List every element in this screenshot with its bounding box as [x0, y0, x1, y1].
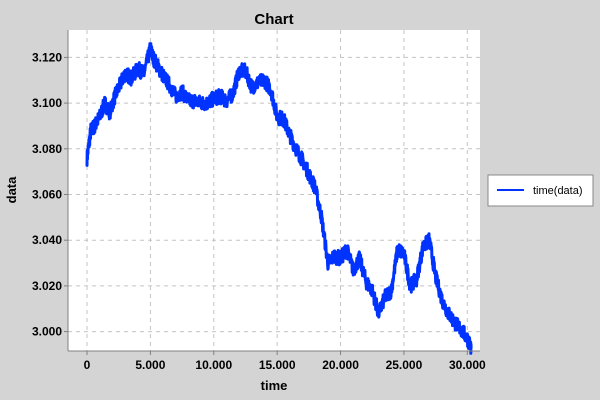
x-axis-ticks: 0 5.000 10.000 15.000 20.000 25.000 30.000	[84, 351, 486, 372]
x-tick-label: 0	[84, 358, 91, 372]
series-line-time-data	[85, 42, 473, 355]
axes	[67, 30, 480, 352]
grid-lines	[68, 30, 480, 351]
x-tick-label: 25.000	[386, 358, 423, 372]
y-axis-label: data	[4, 176, 19, 204]
y-tick-label: 3.060	[32, 187, 62, 201]
x-tick-label: 10.000	[195, 358, 232, 372]
legend-label: time(data)	[533, 185, 583, 197]
y-tick-label: 3.020	[32, 279, 62, 293]
x-tick-label: 20.000	[322, 358, 359, 372]
series-layer	[85, 42, 473, 355]
x-tick-label: 15.000	[259, 358, 296, 372]
y-tick-label: 3.080	[32, 142, 62, 156]
x-axis-label: time	[261, 378, 288, 393]
y-tick-label: 3.120	[32, 50, 62, 64]
x-tick-label: 30.000	[449, 358, 486, 372]
y-tick-label: 3.040	[32, 233, 62, 247]
y-axis-ticks: 3.000 3.020 3.040 3.060 3.080 3.100 3.120	[32, 50, 68, 339]
x-tick-label: 5.000	[135, 358, 165, 372]
plot-area	[68, 30, 480, 351]
y-tick-label: 3.000	[32, 325, 62, 339]
y-tick-label: 3.100	[32, 96, 62, 110]
legend: time(data)	[487, 174, 594, 207]
chart-title: Chart	[254, 11, 293, 28]
